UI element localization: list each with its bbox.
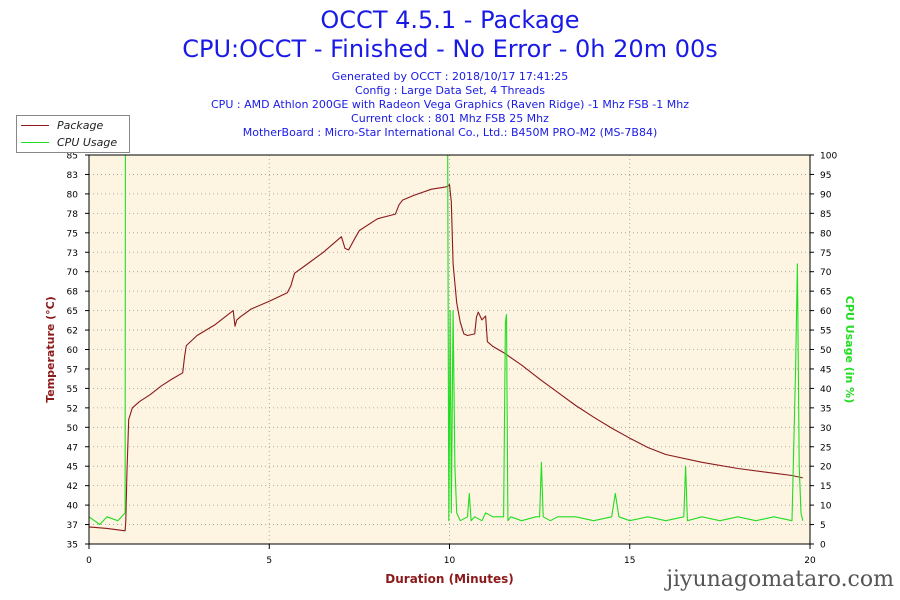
y-left-tick-label: 70 [67, 268, 79, 278]
legend-label-package: Package [57, 118, 104, 132]
legend-swatch-package [21, 124, 49, 126]
y-right-tick-label: 60 [820, 307, 832, 317]
y-left-tick-label: 75 [67, 229, 78, 239]
x-tick-label: 5 [266, 556, 272, 566]
y-right-tick-label: 5 [820, 521, 826, 531]
y-right-tick-label: 40 [820, 385, 832, 395]
y-right-tick-label: 100 [820, 152, 837, 162]
y-left-tick-label: 47 [67, 443, 78, 453]
y-right-tick-label: 45 [820, 365, 831, 375]
y-left-tick-label: 55 [67, 385, 78, 395]
y-left-tick-label: 73 [67, 249, 78, 259]
clock-info: Current clock : 801 Mhz FSB 25 Mhz [351, 112, 549, 125]
y-left-tick-label: 57 [67, 365, 78, 375]
y-right-tick-label: 10 [820, 502, 832, 512]
y-right-tick-label: 25 [820, 443, 831, 453]
y-right-tick-label: 30 [820, 424, 832, 434]
watermark: jiyunagomataro.com [666, 567, 894, 592]
y-left-tick-label: 45 [67, 463, 78, 473]
y-left-tick-label: 62 [67, 327, 78, 337]
y-right-tick-label: 90 [820, 190, 832, 200]
config-info: Config : Large Data Set, 4 Threads [355, 84, 545, 97]
y-right-tick-label: 0 [820, 541, 826, 551]
motherboard-info: MotherBoard : Micro-Star International C… [242, 126, 658, 139]
y-left-tick-label: 37 [67, 521, 78, 531]
x-tick-label: 20 [804, 556, 816, 566]
x-tick-label: 10 [444, 556, 456, 566]
y-left-tick-label: 40 [67, 502, 79, 512]
y-right-tick-label: 95 [820, 171, 831, 181]
plot-frame [88, 154, 811, 545]
y-left-tick-label: 78 [67, 210, 79, 220]
series-line-cpu-usage [88, 154, 804, 526]
y-left-tick-label: 42 [67, 482, 78, 492]
y-left-tick-label: 83 [67, 171, 78, 181]
y-left-tick-label: 52 [67, 404, 78, 414]
generated-info: Generated by OCCT : 2018/10/17 17:41:25 [331, 70, 569, 83]
y-left-tick-label: 50 [67, 424, 79, 434]
y-right-tick-label: 85 [820, 210, 831, 220]
x-tick-label: 15 [624, 556, 635, 566]
y-right-axis-label: CPU Usage (in %) [843, 296, 856, 403]
y-left-tick-label: 35 [67, 541, 78, 551]
chart-subtitle: CPU:OCCT - Finished - No Error - 0h 20m … [182, 35, 718, 63]
y-left-axis-label: Temperature (°C) [44, 296, 57, 403]
legend-item-cpu-usage: CPU Usage [21, 135, 117, 149]
y-right-tick-label: 15 [820, 482, 831, 492]
y-left-tick-label: 80 [67, 190, 79, 200]
y-right-tick-label: 50 [820, 346, 832, 356]
y-right-tick-label: 70 [820, 268, 832, 278]
x-tick-label: 0 [86, 556, 92, 566]
y-right-tick-label: 75 [820, 249, 831, 259]
y-right-tick-label: 55 [820, 327, 831, 337]
chart-title: OCCT 4.5.1 - Package [320, 6, 580, 34]
y-right-tick-label: 80 [820, 229, 832, 239]
legend-label-cpu-usage: CPU Usage [57, 135, 118, 149]
y-left-tick-label: 65 [67, 307, 78, 317]
series-line-package [88, 184, 803, 532]
legend-item-package: Package [21, 118, 103, 132]
y-left-tick-label: 68 [67, 288, 79, 298]
legend: Package CPU Usage [16, 115, 130, 153]
y-left-tick-label: 60 [67, 346, 79, 356]
y-left-tick-label: 85 [67, 152, 78, 162]
y-right-tick-label: 35 [820, 404, 831, 414]
legend-swatch-cpu-usage [21, 141, 49, 143]
cpu-info: CPU : AMD Athlon 200GE with Radeon Vega … [211, 98, 689, 111]
y-right-tick-label: 20 [820, 463, 832, 473]
x-axis-label: Duration (Minutes) [385, 572, 513, 586]
y-right-tick-label: 65 [820, 288, 831, 298]
